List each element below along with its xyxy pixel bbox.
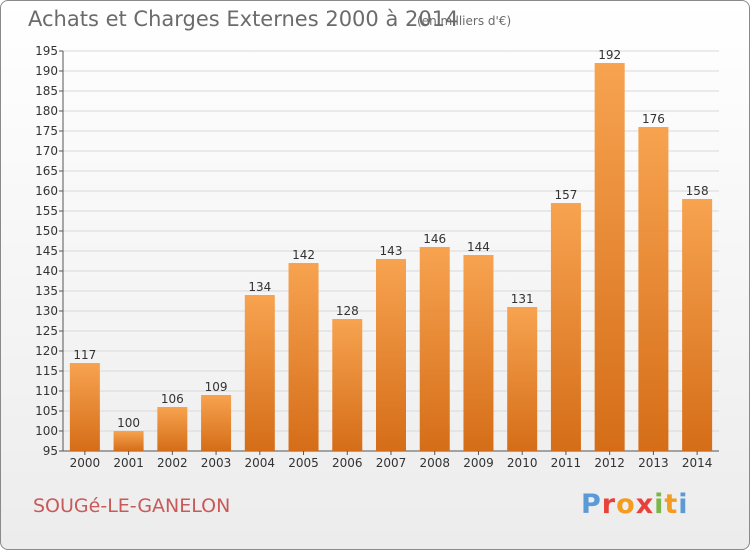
data-label: 109 [205, 380, 228, 394]
logo-letter: i [678, 489, 689, 520]
bar [550, 203, 581, 451]
y-tick-label: 190 [35, 64, 58, 78]
data-label: 192 [598, 48, 621, 62]
x-tick-labels: 2000 2001 2002 2003 2004 2005 2006 2007 2008 2009… [70, 456, 713, 470]
data-label: 106 [161, 392, 184, 406]
data-label: 144 [467, 240, 490, 254]
data-label: 146 [423, 232, 446, 246]
x-tick-label: 2010 [507, 456, 538, 470]
x-tick-label: 2005 [288, 456, 319, 470]
data-label: 176 [642, 112, 665, 126]
data-label: 131 [511, 292, 534, 306]
chart-subtitle: (en milliers d'€) [417, 14, 512, 28]
bar [638, 127, 669, 451]
bars [69, 63, 713, 451]
x-tick-label: 2013 [638, 456, 669, 470]
y-tick-label: 180 [35, 104, 58, 118]
x-tick-label: 2000 [70, 456, 101, 470]
y-tick-label: 135 [35, 284, 58, 298]
data-label: 158 [686, 184, 709, 198]
x-tick-label: 2009 [463, 456, 494, 470]
bar [113, 431, 144, 451]
bar [244, 295, 275, 451]
y-tick-label: 175 [35, 124, 58, 138]
bar [201, 395, 232, 451]
data-label: 117 [73, 348, 96, 362]
y-tick-label: 195 [35, 44, 58, 58]
y-tick-label: 185 [35, 84, 58, 98]
x-tick-label: 2007 [376, 456, 407, 470]
data-label: 157 [554, 188, 577, 202]
data-label: 128 [336, 304, 359, 318]
y-tick-label: 165 [35, 164, 58, 178]
x-tick-label: 2012 [594, 456, 625, 470]
logo-letter: x [635, 489, 655, 520]
chart-title: Achats et Charges Externes 2000 à 2014 [28, 7, 459, 31]
x-tick-label: 2006 [332, 456, 363, 470]
x-tick-label: 2004 [245, 456, 276, 470]
x-tick-label: 2003 [201, 456, 232, 470]
proxiti-logo[interactable]: Proxiti [581, 489, 689, 520]
y-tick-label: 115 [35, 364, 58, 378]
bar [682, 199, 713, 451]
data-labels: 117 100 106 109 134 142 128 143 146 144 131 157 192 1… [73, 48, 708, 430]
y-tick-label: 150 [35, 224, 58, 238]
y-tick-label: 145 [35, 244, 58, 258]
data-label: 142 [292, 248, 315, 262]
y-tick-label: 105 [35, 404, 58, 418]
y-tick-label: 125 [35, 324, 58, 338]
data-label: 134 [248, 280, 271, 294]
bar [376, 259, 406, 451]
data-label: 100 [117, 416, 140, 430]
commune-name: SOUGé-LE-GANELON [33, 495, 231, 517]
y-tick-label: 100 [35, 424, 58, 438]
logo-letter: r [601, 489, 617, 520]
bar [332, 319, 363, 451]
y-tick-label: 130 [35, 304, 58, 318]
bar [288, 263, 319, 451]
x-tick-label: 2011 [551, 456, 582, 470]
bar [594, 63, 625, 451]
bar [69, 363, 100, 451]
y-tick-label: 170 [35, 144, 58, 158]
bar [419, 247, 450, 451]
y-tick-label: 160 [35, 184, 58, 198]
y-tick-label: 95 [43, 444, 58, 458]
bar [507, 307, 538, 451]
y-tick-label: 110 [35, 384, 58, 398]
y-tick-label: 140 [35, 264, 58, 278]
y-tick-labels: 95 100 105 110 115 120 125 130 135 140 145 150 155 16… [35, 44, 58, 458]
y-tick-label: 120 [35, 344, 58, 358]
logo-letter: i [654, 489, 665, 520]
x-tick-label: 2001 [113, 456, 144, 470]
x-tick-label: 2014 [682, 456, 713, 470]
data-label: 143 [380, 244, 403, 258]
bar [463, 255, 494, 451]
bar [157, 407, 188, 451]
logo-letter: t [664, 489, 679, 520]
logo-letter: o [616, 489, 636, 520]
x-tick-label: 2002 [157, 456, 188, 470]
logo-letter: P [581, 489, 602, 520]
y-tick-label: 155 [35, 204, 58, 218]
x-tick-label: 2008 [419, 456, 450, 470]
